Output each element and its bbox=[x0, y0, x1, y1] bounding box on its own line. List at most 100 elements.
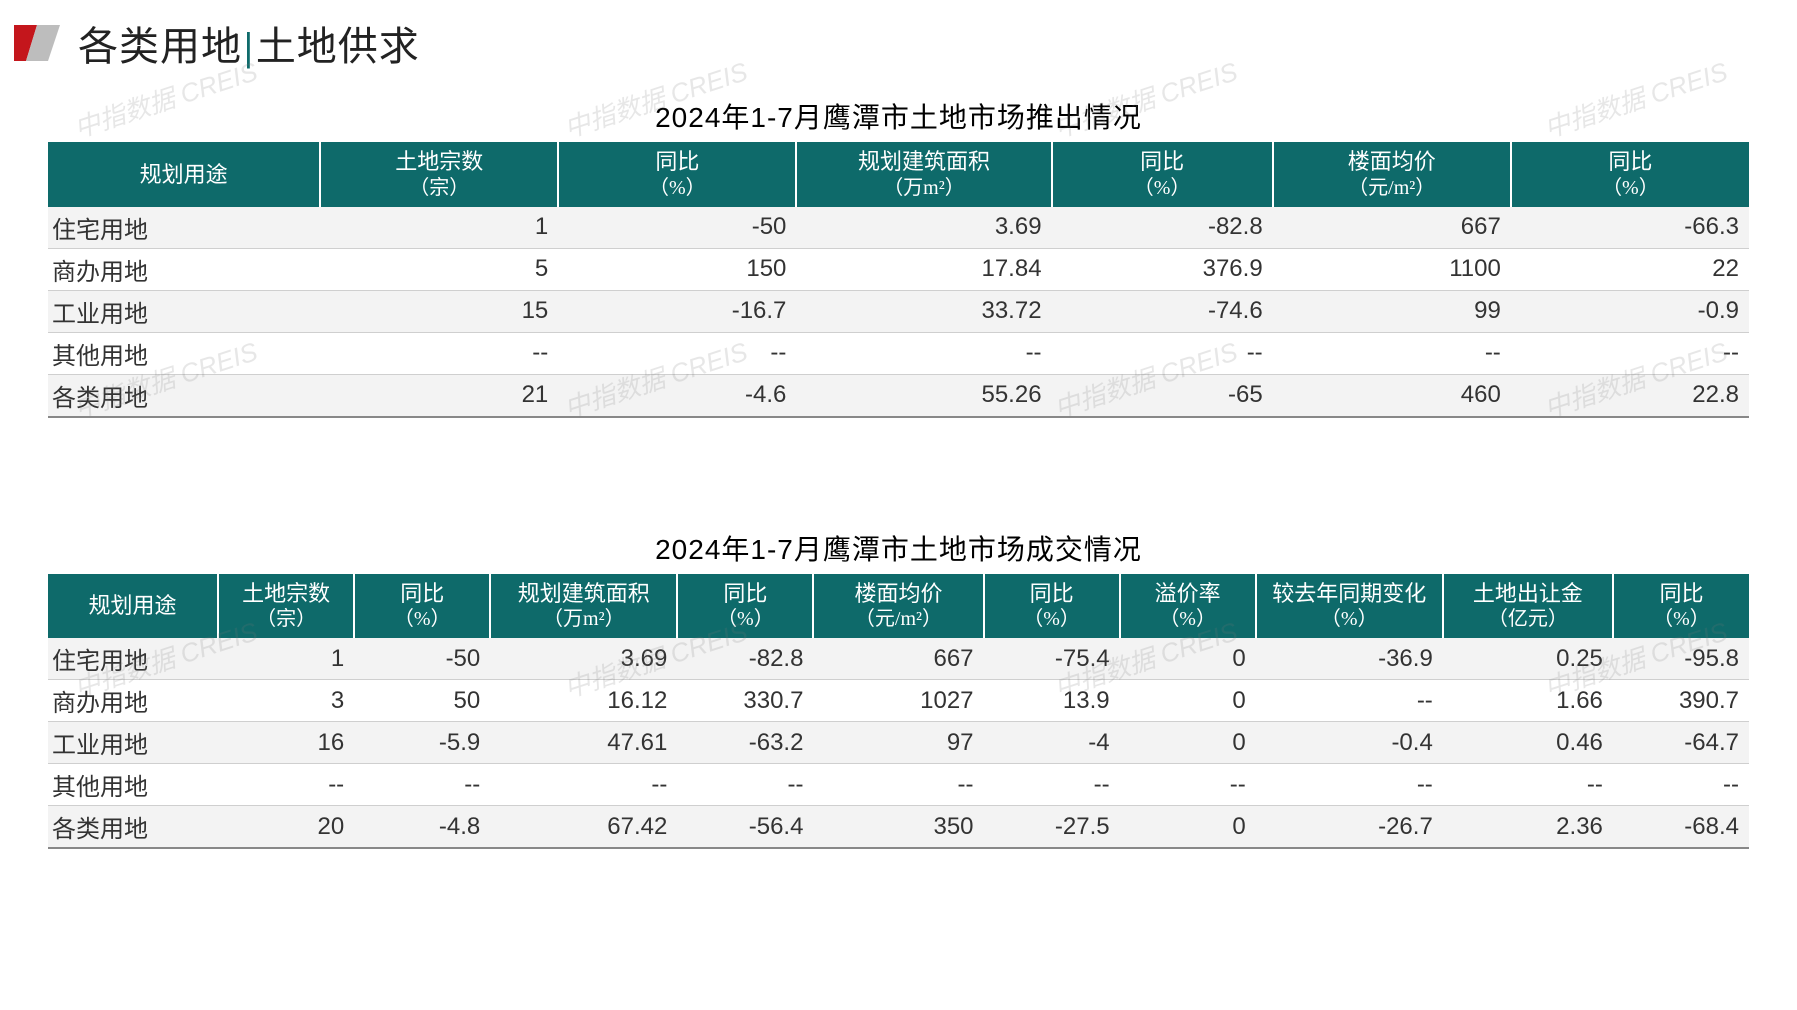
table2-cell: 0 bbox=[1120, 806, 1256, 849]
table2-cell: -- bbox=[677, 764, 813, 806]
table1-cell: 商办用地 bbox=[48, 248, 320, 290]
table1-header-2: 同比（%） bbox=[558, 142, 796, 207]
table1-cell: 各类用地 bbox=[48, 374, 320, 417]
table2-cell: -- bbox=[1443, 764, 1613, 806]
table1-cell: 其他用地 bbox=[48, 332, 320, 374]
table2-cell: 67.42 bbox=[490, 806, 677, 849]
table2-cell: 0.25 bbox=[1443, 638, 1613, 680]
table2-cell: -- bbox=[490, 764, 677, 806]
table2-cell: 16 bbox=[218, 722, 354, 764]
table1-header-6: 同比（%） bbox=[1511, 142, 1749, 207]
table2-cell: 0 bbox=[1120, 722, 1256, 764]
table1: 规划用途土地宗数（宗）同比（%）规划建筑面积（万m²）同比（%）楼面均价（元/m… bbox=[48, 142, 1749, 418]
table1-row: 住宅用地1-503.69-82.8667-66.3 bbox=[48, 207, 1749, 249]
table2-header-7: 溢价率（%） bbox=[1120, 574, 1256, 639]
table1-cell: -- bbox=[1273, 332, 1511, 374]
table2-header-5: 楼面均价（元/m²） bbox=[813, 574, 983, 639]
table2-cell: -- bbox=[354, 764, 490, 806]
table2-cell: -0.4 bbox=[1256, 722, 1443, 764]
table2-header-2: 同比（%） bbox=[354, 574, 490, 639]
table1-cell: 667 bbox=[1273, 207, 1511, 249]
table1-cell: 460 bbox=[1273, 374, 1511, 417]
table1-header-3: 规划建筑面积（万m²） bbox=[796, 142, 1051, 207]
table2-cell: 各类用地 bbox=[48, 806, 218, 849]
table1-row: 各类用地21-4.655.26-6546022.8 bbox=[48, 374, 1749, 417]
table1-cell: 1 bbox=[320, 207, 558, 249]
table2-row: 住宅用地1-503.69-82.8667-75.40-36.90.25-95.8 bbox=[48, 638, 1749, 680]
table2-row: 工业用地16-5.947.61-63.297-40-0.40.46-64.7 bbox=[48, 722, 1749, 764]
table2-cell: 667 bbox=[813, 638, 983, 680]
table2-cell: -5.9 bbox=[354, 722, 490, 764]
table2-cell: -- bbox=[1613, 764, 1749, 806]
table2-cell: 0 bbox=[1120, 680, 1256, 722]
table1-header-row: 规划用途土地宗数（宗）同比（%）规划建筑面积（万m²）同比（%）楼面均价（元/m… bbox=[48, 142, 1749, 207]
table1-header-4: 同比（%） bbox=[1052, 142, 1273, 207]
logo-icon bbox=[14, 25, 60, 61]
table1-cell: 15 bbox=[320, 290, 558, 332]
table1-cell: -16.7 bbox=[558, 290, 796, 332]
title-right: 土地供求 bbox=[256, 24, 420, 69]
table1-cell: 工业用地 bbox=[48, 290, 320, 332]
table2-cell: -- bbox=[813, 764, 983, 806]
table2-cell: -4.8 bbox=[354, 806, 490, 849]
table1-cell: -- bbox=[796, 332, 1051, 374]
table2-cell: 390.7 bbox=[1613, 680, 1749, 722]
table2-cell: 1027 bbox=[813, 680, 983, 722]
table2-cell: -68.4 bbox=[1613, 806, 1749, 849]
table2: 规划用途土地宗数（宗）同比（%）规划建筑面积（万m²）同比（%）楼面均价（元/m… bbox=[48, 574, 1749, 850]
table1-header-0: 规划用途 bbox=[48, 142, 320, 207]
table2-header-9: 土地出让金（亿元） bbox=[1443, 574, 1613, 639]
table2-cell: 其他用地 bbox=[48, 764, 218, 806]
table2-cell: 住宅用地 bbox=[48, 638, 218, 680]
table2-cell: 47.61 bbox=[490, 722, 677, 764]
table2-header-3: 规划建筑面积（万m²） bbox=[490, 574, 677, 639]
table1-cell: 3.69 bbox=[796, 207, 1051, 249]
title-separator: | bbox=[244, 24, 254, 69]
table2-cell: 330.7 bbox=[677, 680, 813, 722]
table2-cell: -82.8 bbox=[677, 638, 813, 680]
table2-cell: 50 bbox=[354, 680, 490, 722]
table2-cell: 3.69 bbox=[490, 638, 677, 680]
table2-header-4: 同比（%） bbox=[677, 574, 813, 639]
table1-cell: 21 bbox=[320, 374, 558, 417]
table1-caption: 2024年1-7月鹰潭市土地市场推出情况 bbox=[48, 96, 1749, 136]
table2-cell: 16.12 bbox=[490, 680, 677, 722]
table2-cell: 0 bbox=[1120, 638, 1256, 680]
table2-cell: 2.36 bbox=[1443, 806, 1613, 849]
table2-cell: -95.8 bbox=[1613, 638, 1749, 680]
table2-header-1: 土地宗数（宗） bbox=[218, 574, 354, 639]
table1-cell: 33.72 bbox=[796, 290, 1051, 332]
table1-cell: 99 bbox=[1273, 290, 1511, 332]
table1-cell: -82.8 bbox=[1052, 207, 1273, 249]
table2-cell: -- bbox=[984, 764, 1120, 806]
table1-cell: 55.26 bbox=[796, 374, 1051, 417]
table2-cell: -50 bbox=[354, 638, 490, 680]
table1-cell: -65 bbox=[1052, 374, 1273, 417]
table2-cell: 20 bbox=[218, 806, 354, 849]
table2-cell: -27.5 bbox=[984, 806, 1120, 849]
table1-cell: 5 bbox=[320, 248, 558, 290]
table2-cell: -63.2 bbox=[677, 722, 813, 764]
table2-header-6: 同比（%） bbox=[984, 574, 1120, 639]
page-header: 各类用地|土地供求 bbox=[14, 14, 420, 72]
table2-cell: 3 bbox=[218, 680, 354, 722]
table1-cell: -50 bbox=[558, 207, 796, 249]
table1-cell: 376.9 bbox=[1052, 248, 1273, 290]
table1-row: 商办用地515017.84376.9110022 bbox=[48, 248, 1749, 290]
table1-cell: 150 bbox=[558, 248, 796, 290]
table2-caption: 2024年1-7月鹰潭市土地市场成交情况 bbox=[48, 528, 1749, 568]
table1-row: 其他用地------------ bbox=[48, 332, 1749, 374]
title-left: 各类用地 bbox=[78, 24, 242, 69]
table2-header-row: 规划用途土地宗数（宗）同比（%）规划建筑面积（万m²）同比（%）楼面均价（元/m… bbox=[48, 574, 1749, 639]
table1-section: 2024年1-7月鹰潭市土地市场推出情况 规划用途土地宗数（宗）同比（%）规划建… bbox=[48, 96, 1749, 418]
table2-cell: 97 bbox=[813, 722, 983, 764]
table1-cell: 22 bbox=[1511, 248, 1749, 290]
table1-cell: -66.3 bbox=[1511, 207, 1749, 249]
table2-cell: 13.9 bbox=[984, 680, 1120, 722]
table2-cell: 商办用地 bbox=[48, 680, 218, 722]
table2-row: 商办用地35016.12330.7102713.90--1.66390.7 bbox=[48, 680, 1749, 722]
table1-cell: 住宅用地 bbox=[48, 207, 320, 249]
table1-cell: -4.6 bbox=[558, 374, 796, 417]
page-title: 各类用地|土地供求 bbox=[78, 14, 420, 72]
table2-row: 其他用地-------------------- bbox=[48, 764, 1749, 806]
